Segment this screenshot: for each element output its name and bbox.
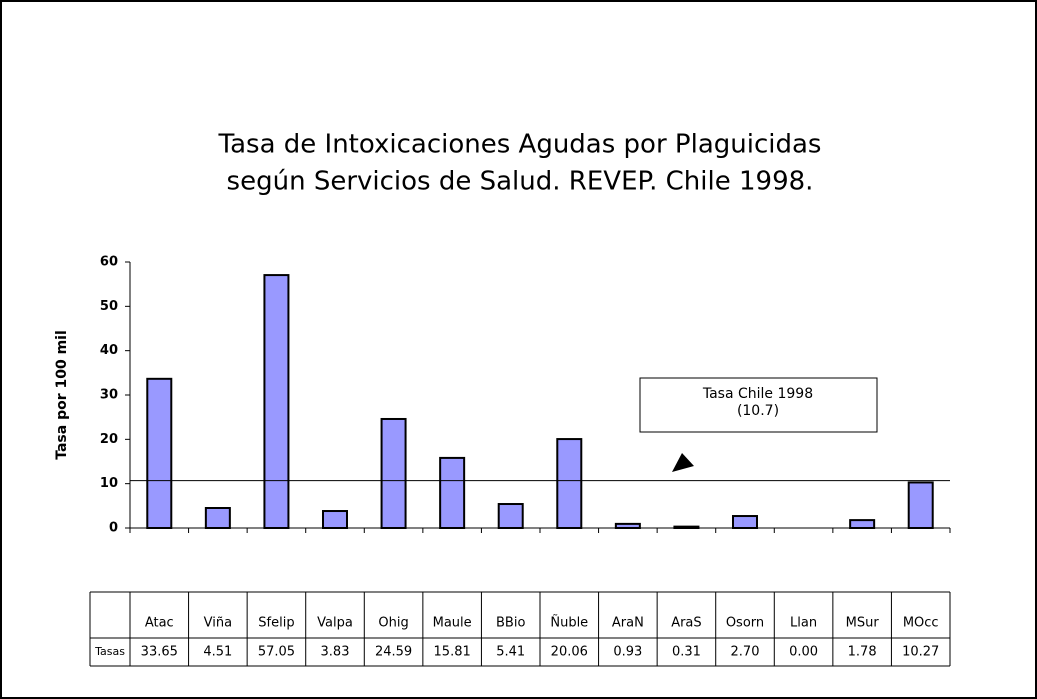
bar <box>146 377 173 529</box>
x-tick-label: Osorn <box>726 616 764 631</box>
annotation-arrow <box>672 453 694 472</box>
bar <box>907 481 934 529</box>
table-value: 0.93 <box>613 645 642 660</box>
x-tick-label: MOcc <box>903 616 939 631</box>
table-value: 0.31 <box>672 645 701 660</box>
y-tick-label: 10 <box>100 476 118 491</box>
y-tick-label: 60 <box>100 255 118 270</box>
x-tick-label: AraN <box>612 616 644 631</box>
x-tick-label: MSur <box>846 616 880 631</box>
table-value: 5.41 <box>496 645 525 660</box>
table-value: 0.00 <box>789 645 818 660</box>
bar <box>614 522 641 530</box>
table-value: 4.51 <box>203 645 232 660</box>
table-value: 1.78 <box>848 645 877 660</box>
annotation-box <box>639 377 878 433</box>
bar <box>673 525 700 530</box>
table-value: 2.70 <box>731 645 760 660</box>
row-label: Tasas <box>94 645 125 658</box>
annotation: (10.7) <box>737 403 779 419</box>
table-value: 10.27 <box>902 645 939 660</box>
chart-title: Tasa de Intoxicaciones Agudas por Plagui… <box>218 130 822 160</box>
bar <box>204 507 231 530</box>
y-tick-label: 40 <box>100 343 118 358</box>
bar <box>322 510 348 529</box>
table-value: 15.81 <box>434 645 471 660</box>
y-tick-label: 50 <box>100 299 118 314</box>
table-value: 57.05 <box>258 645 295 660</box>
table-value: 33.65 <box>141 645 178 660</box>
bar <box>732 515 758 530</box>
bar <box>439 456 466 529</box>
x-tick-label: Viña <box>204 616 232 631</box>
bar <box>380 417 407 530</box>
table-value: 20.06 <box>551 645 588 660</box>
annotation: Tasa Chile 1998 <box>702 386 813 402</box>
table-value: 24.59 <box>375 645 412 660</box>
x-tick-label: Atac <box>145 616 174 631</box>
bar <box>849 519 876 529</box>
x-tick-label: Maule <box>433 616 472 631</box>
x-tick-label: Llan <box>790 616 817 631</box>
x-tick-label: Sfelip <box>258 616 294 631</box>
bar <box>556 438 583 529</box>
bar <box>497 503 524 529</box>
chart-subtitle: según Servicios de Salud. REVEP. Chile 1… <box>227 167 814 197</box>
x-tick-label: BBio <box>496 616 525 631</box>
x-tick-label: Valpa <box>317 616 353 631</box>
x-tick-label: AraS <box>671 616 701 631</box>
x-tick-label: Ñuble <box>550 615 588 631</box>
y-tick-label: 20 <box>100 432 118 447</box>
bar <box>263 274 290 529</box>
y-tick-label: 0 <box>109 521 118 536</box>
y-axis-label: Tasa por 100 mil <box>54 330 70 460</box>
y-tick-label: 30 <box>100 388 118 403</box>
x-tick-label: Ohig <box>378 616 408 631</box>
table-value: 3.83 <box>321 645 350 660</box>
